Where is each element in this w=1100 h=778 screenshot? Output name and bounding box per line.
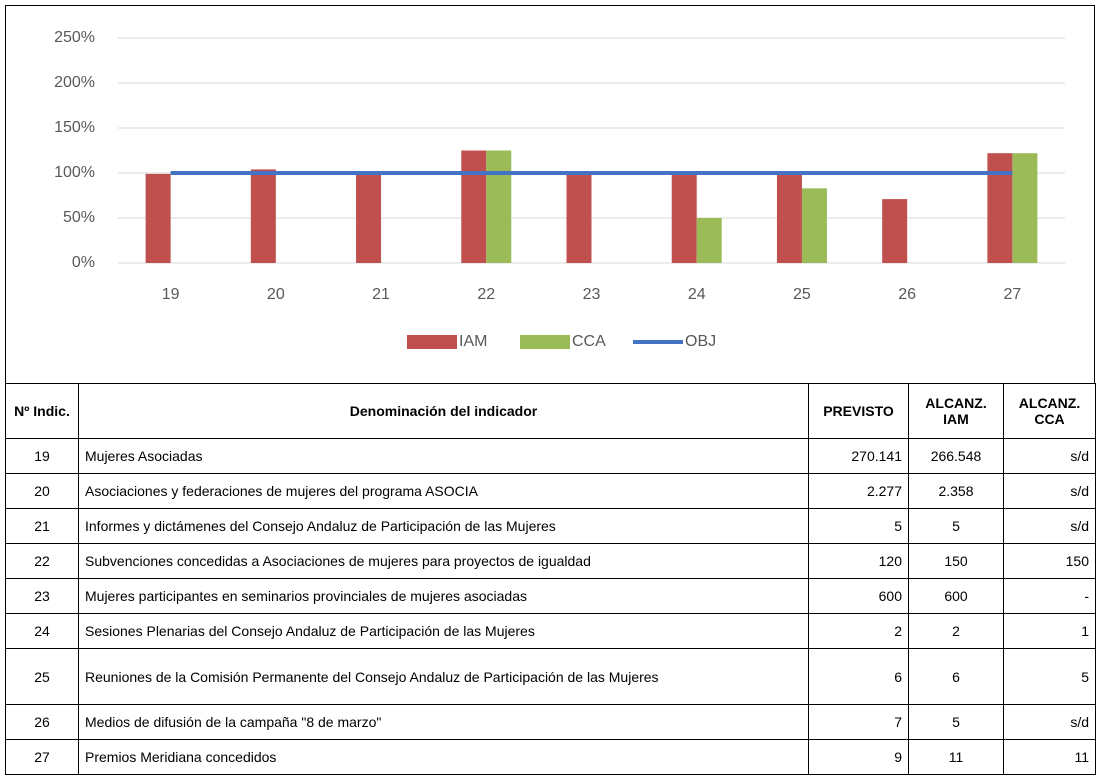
x-tick-label: 22 — [477, 286, 495, 303]
x-tick-label: 19 — [162, 286, 180, 303]
y-tick-label: 0% — [72, 254, 95, 271]
bar — [356, 173, 382, 263]
y-tick-label: 200% — [54, 74, 95, 91]
table-row: 22 Subvenciones concedidas a Asociaciones… — [5, 543, 1096, 579]
table-cell: 11 — [908, 739, 1004, 775]
table-cell: 19 — [5, 438, 79, 474]
x-tick-label: 24 — [688, 286, 706, 303]
table-row: 26 Medios de difusión de la campaña "8 de… — [5, 704, 1096, 740]
legend-label: OBJ — [685, 333, 716, 350]
table-cell: 6 — [808, 648, 909, 705]
header-cell: Nº Indic. — [5, 383, 79, 439]
table-cell: 20 — [5, 473, 79, 509]
table-row: 24 Sesiones Plenarias del Consejo Andaluz… — [5, 613, 1096, 649]
table-cell: s/d — [1003, 473, 1096, 509]
table-cell: 600 — [908, 578, 1004, 614]
table-cell: 150 — [908, 543, 1004, 579]
indicator-table: Nº Indic. Denominación del indicador PREVI… — [5, 383, 1096, 775]
y-tick-label: 150% — [54, 119, 95, 136]
table-cell: 5 — [1003, 648, 1096, 705]
table-cell: 600 — [808, 578, 909, 614]
table-cell: Mujeres Asociadas — [78, 438, 809, 474]
bar — [1012, 153, 1038, 263]
table-cell: Mujeres participantes en seminarios prov… — [78, 578, 809, 614]
table-cell: s/d — [1003, 508, 1096, 544]
y-tick-label: 50% — [63, 209, 95, 226]
table-cell: 5 — [908, 508, 1004, 544]
x-tick-label: 25 — [793, 286, 811, 303]
bar — [145, 173, 171, 263]
bar — [987, 153, 1013, 263]
x-tick-label: 21 — [372, 286, 390, 303]
legend-label: IAM — [459, 333, 487, 350]
table-row: 25 Reuniones de la Comisión Permanente de… — [5, 648, 1096, 705]
table-cell: 9 — [808, 739, 909, 775]
table-cell: 11 — [1003, 739, 1096, 775]
table-cell: 27 — [5, 739, 79, 775]
table-cell: 270.141 — [808, 438, 909, 474]
x-tick-label: 20 — [267, 286, 285, 303]
header-cell: ALCANZ. IAM — [908, 383, 1004, 439]
table-cell: 2.277 — [808, 473, 909, 509]
table-cell: 120 — [808, 543, 909, 579]
bar — [250, 169, 276, 263]
y-tick-label: 100% — [54, 164, 95, 181]
table-cell: 7 — [808, 704, 909, 740]
bar — [882, 199, 908, 263]
y-tick-label: 250% — [54, 29, 95, 46]
bar — [486, 150, 512, 263]
legend-label: CCA — [572, 333, 606, 350]
table-cell: 2 — [908, 613, 1004, 649]
table-row: 19 Mujeres Asociadas 270.141 266.548 s/d — [5, 438, 1096, 474]
header-cell: ALCANZ. CCA — [1003, 383, 1096, 439]
table-cell: 24 — [5, 613, 79, 649]
table-cell: 25 — [5, 648, 79, 705]
table-cell: Premios Meridiana concedidos — [78, 739, 809, 775]
bar — [801, 188, 827, 263]
legend-swatch — [520, 335, 570, 349]
table-cell: Informes y dictámenes del Consejo Andalu… — [78, 508, 809, 544]
table-cell: 150 — [1003, 543, 1096, 579]
table-cell: 5 — [808, 508, 909, 544]
x-tick-label: 27 — [1003, 286, 1021, 303]
table-cell: Asociaciones y federaciones de mujeres d… — [78, 473, 809, 509]
table-row: 23 Mujeres participantes en seminarios pr… — [5, 578, 1096, 614]
header-cell: PREVISTO — [808, 383, 909, 439]
table-cell: Subvenciones concedidas a Asociaciones d… — [78, 543, 809, 579]
table-cell: 6 — [908, 648, 1004, 705]
x-tick-label: 23 — [583, 286, 601, 303]
table-cell: 22 — [5, 543, 79, 579]
table-cell: 2 — [808, 613, 909, 649]
header-row: Nº Indic. Denominación del indicador PREVI… — [5, 383, 1096, 439]
table-cell: 1 — [1003, 613, 1096, 649]
bar — [566, 173, 592, 263]
legend-swatch — [407, 335, 457, 349]
table-row: 27 Premios Meridiana concedidos 9 11 11 — [5, 739, 1096, 775]
table-cell: - — [1003, 578, 1096, 614]
chart: 0% 50% 100% 150% 200% 250% 19 20 21 22 23 24 25 26 27 I… — [5, 5, 1095, 384]
bar — [776, 173, 802, 263]
table-cell: 2.358 — [908, 473, 1004, 509]
table-cell: 23 — [5, 578, 79, 614]
bar — [461, 150, 487, 263]
table-cell: Medios de difusión de la campaña "8 de m… — [78, 704, 809, 740]
table-row: 21 Informes y dictámenes del Consejo Anda… — [5, 508, 1096, 544]
bar — [696, 218, 722, 263]
table-cell: 266.548 — [908, 438, 1004, 474]
table-cell: 26 — [5, 704, 79, 740]
table-cell: s/d — [1003, 704, 1096, 740]
table-cell: Reuniones de la Comisión Permanente del … — [78, 648, 809, 705]
table-cell: 21 — [5, 508, 79, 544]
x-tick-label: 26 — [898, 286, 916, 303]
table-cell: s/d — [1003, 438, 1096, 474]
table-row: 20 Asociaciones y federaciones de mujeres… — [5, 473, 1096, 509]
header-cell: Denominación del indicador — [78, 383, 809, 439]
bar — [671, 173, 697, 263]
table-cell: Sesiones Plenarias del Consejo Andaluz d… — [78, 613, 809, 649]
table-cell: 5 — [908, 704, 1004, 740]
